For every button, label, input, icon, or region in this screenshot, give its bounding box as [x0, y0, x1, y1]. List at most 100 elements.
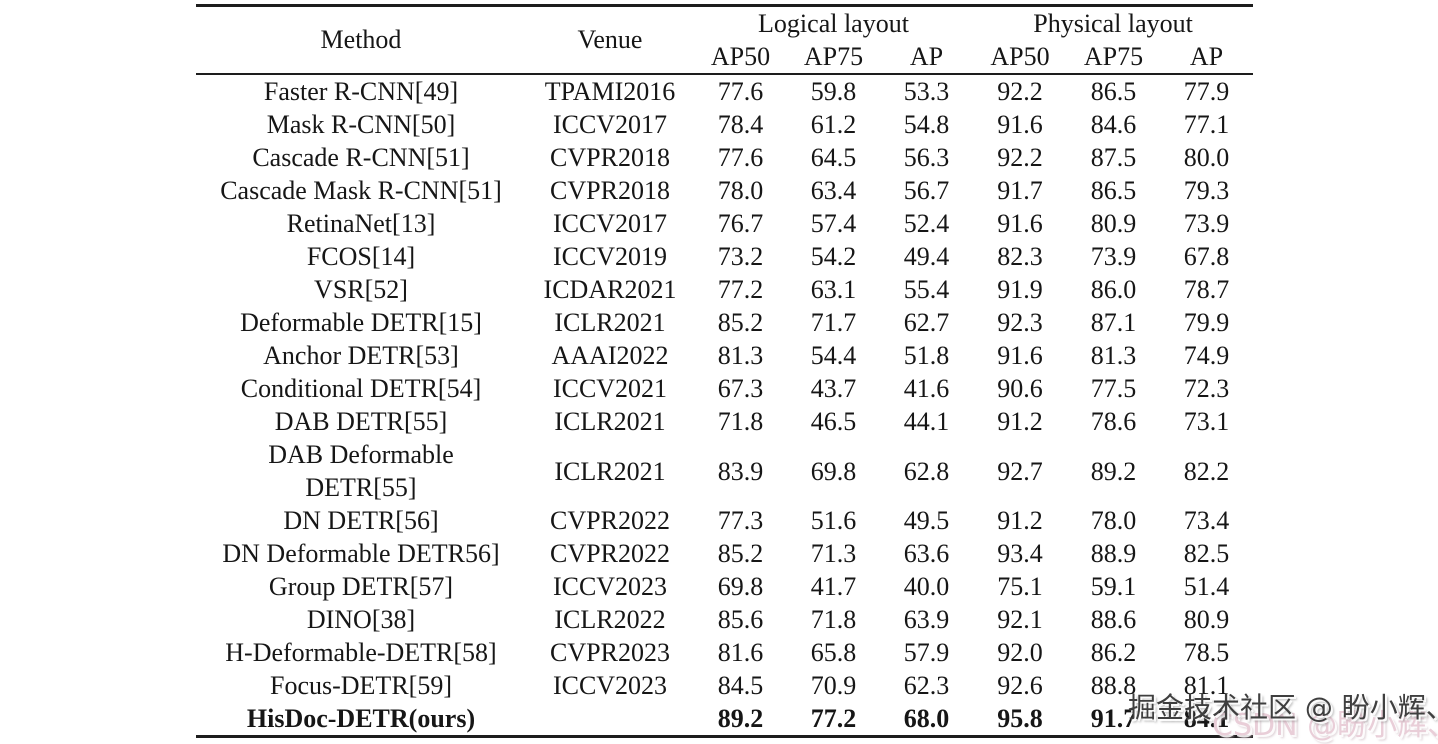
value-cell: 77.5: [1090, 374, 1137, 403]
value-cell: 84.5: [717, 671, 764, 700]
table-row: Group DETR[57] ICCV2023 69.8 41.7 40.0 7…: [196, 570, 1253, 603]
value-cell: 63.6: [903, 539, 950, 568]
value-cell: 90.6: [997, 374, 1043, 403]
value-cell: 86.2: [1090, 638, 1137, 667]
value-cell: 41.7: [810, 572, 857, 601]
value-cell: 73.9: [1090, 242, 1137, 271]
venue-cell: ICCV2023: [552, 572, 668, 601]
table-header: Method Venue Logical layout Physical lay…: [196, 6, 1254, 74]
value-cell: 87.5: [1090, 143, 1137, 172]
venue-cell: ICCV2019: [552, 242, 668, 271]
method-cell: Deformable DETR[15]: [240, 308, 482, 337]
method-cell: Mask R-CNN[50]: [266, 110, 456, 139]
value-cell: 91.2: [997, 506, 1043, 535]
method-cell: Cascade R-CNN[51]: [252, 143, 470, 172]
value-cell: 67.3: [717, 374, 764, 403]
value-cell: 56.7: [903, 176, 950, 205]
venue-cell: ICCV2021: [552, 374, 668, 403]
watermark-csdn: CSDN @盼小辉、: [1212, 708, 1438, 743]
value-cell: 70.9: [810, 671, 857, 700]
header-physical-layout-group: Physical layout: [1033, 8, 1193, 38]
table-row: DAB Deformable DETR[55] ICLR2021 83.9 69…: [196, 438, 1253, 504]
table-row: Focus-DETR[59] ICCV2023 84.5 70.9 62.3 9…: [196, 669, 1253, 702]
header-logical-layout-group: Logical layout: [758, 8, 909, 38]
value-cell: 54.2: [810, 242, 857, 271]
header-physical-ap: AP: [1189, 41, 1224, 71]
table-row: Mask R-CNN[50] ICCV2017 78.4 61.2 54.8 9…: [196, 108, 1253, 141]
venue-cell: ICLR2021: [554, 407, 666, 436]
value-cell: 81.6: [717, 638, 764, 667]
value-cell: 73.1: [1183, 407, 1230, 436]
table-row: Faster R-CNN[49] TPAMI2016 77.6 59.8 53.…: [196, 74, 1253, 108]
venue-cell: ICLR2022: [554, 605, 666, 634]
header-logical-ap75: AP75: [803, 41, 864, 71]
venue-cell: CVPR2018: [550, 176, 670, 205]
value-cell: 88.8: [1090, 671, 1137, 700]
value-cell: 57.4: [810, 209, 857, 238]
value-cell: 62.8: [903, 456, 950, 486]
table-row: DN Deformable DETR56] CVPR2022 85.2 71.3…: [196, 537, 1253, 570]
value-cell: 86.5: [1090, 77, 1137, 106]
venue-cell: TPAMI2016: [544, 77, 676, 106]
method-cell: DAB Deformable DETR[55]: [268, 440, 454, 502]
value-cell: 77.2: [717, 275, 764, 304]
table-row: VSR[52] ICDAR2021 77.2 63.1 55.4 91.9 86…: [196, 273, 1253, 306]
value-cell: 92.2: [997, 77, 1043, 106]
header-physical-ap75: AP75: [1083, 41, 1144, 71]
value-cell: 51.6: [810, 506, 857, 535]
value-cell: 69.8: [717, 572, 764, 601]
header-venue: Venue: [577, 25, 643, 54]
table-row: DINO[38] ICLR2022 85.6 71.8 63.9 92.1 88…: [196, 603, 1253, 636]
value-cell: 72.3: [1183, 374, 1230, 403]
value-cell: 79.9: [1183, 308, 1230, 337]
value-cell: 59.8: [810, 77, 857, 106]
value-cell: 55.4: [903, 275, 950, 304]
venue-cell: ICCV2017: [552, 110, 668, 139]
header-logical-ap: AP: [909, 41, 944, 71]
value-cell: 82.3: [997, 242, 1043, 271]
value-cell: 63.1: [810, 275, 857, 304]
value-cell: 74.9: [1183, 341, 1230, 370]
value-cell: 71.3: [810, 539, 857, 568]
value-cell: 89.2: [717, 704, 764, 733]
value-cell: 92.1: [997, 605, 1043, 634]
value-cell: 77.6: [717, 143, 764, 172]
method-cell: DN DETR[56]: [283, 506, 439, 535]
value-cell: 41.6: [903, 374, 950, 403]
value-cell: 71.8: [717, 407, 764, 436]
venue-cell: ICCV2023: [552, 671, 668, 700]
table-row: Cascade Mask R-CNN[51] CVPR2018 78.0 63.…: [196, 174, 1253, 207]
value-cell: 91.6: [997, 341, 1043, 370]
value-cell: 54.4: [810, 341, 857, 370]
header-sub-row: AP50 AP75 AP AP50 AP75 AP: [196, 40, 1253, 74]
value-cell: 92.6: [997, 671, 1043, 700]
value-cell: 68.0: [903, 704, 950, 733]
value-cell: 78.0: [1090, 506, 1137, 535]
table-row: Deformable DETR[15] ICLR2021 85.2 71.7 6…: [196, 306, 1253, 339]
value-cell: 78.6: [1090, 407, 1137, 436]
value-cell: 51.8: [903, 341, 950, 370]
value-cell: 57.9: [903, 638, 950, 667]
value-cell: 71.8: [810, 605, 857, 634]
venue-cell: ICLR2021: [554, 308, 666, 337]
value-cell: 77.1: [1183, 110, 1230, 139]
value-cell: 73.9: [1183, 209, 1230, 238]
method-cell: VSR[52]: [314, 275, 408, 304]
value-cell: 85.6: [717, 605, 764, 634]
venue-cell: ICLR2021: [554, 456, 666, 486]
value-cell: 91.7: [997, 176, 1043, 205]
value-cell: 49.4: [903, 242, 950, 271]
value-cell: 69.8: [810, 456, 857, 486]
method-cell: Anchor DETR[53]: [263, 341, 459, 370]
value-cell: 91.9: [997, 275, 1043, 304]
value-cell: 63.9: [903, 605, 950, 634]
header-method: Method: [320, 25, 402, 54]
table-row: DAB DETR[55] ICLR2021 71.8 46.5 44.1 91.…: [196, 405, 1253, 438]
value-cell: 85.2: [717, 308, 764, 337]
method-cell: DN Deformable DETR56]: [222, 539, 500, 568]
method-cell: DAB DETR[55]: [274, 407, 448, 436]
table-row: FCOS[14] ICCV2019 73.2 54.2 49.4 82.3 73…: [196, 240, 1253, 273]
value-cell: 77.9: [1183, 77, 1230, 106]
method-cell: Faster R-CNN[49]: [263, 77, 459, 106]
